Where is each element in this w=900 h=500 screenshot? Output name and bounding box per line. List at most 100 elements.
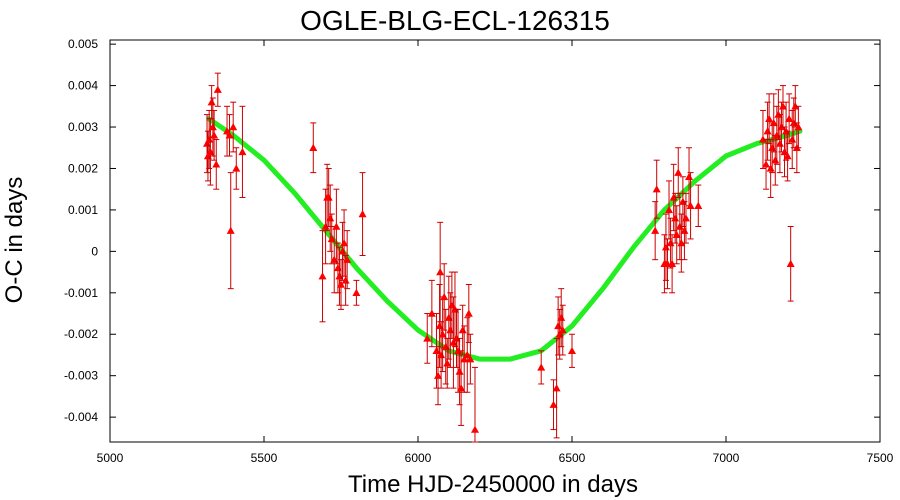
- triangle-marker: [436, 268, 445, 276]
- data-point: [674, 147, 683, 198]
- triangle-marker: [694, 201, 703, 209]
- data-point: [672, 205, 681, 265]
- data-point: [352, 279, 361, 306]
- data-point: [549, 379, 558, 431]
- y-tick-label: 0.001: [68, 203, 98, 217]
- x-tick-label: 7000: [713, 451, 740, 465]
- triangle-marker: [213, 85, 222, 93]
- triangle-marker: [558, 326, 567, 334]
- triangle-marker: [309, 143, 318, 151]
- x-axis: 5000 5500 6000 6500 7000 7500: [97, 40, 894, 465]
- triangle-marker: [238, 147, 247, 156]
- y-axis: 0.005 0.004 0.003 0.002 0.001 0 -0.001 -0.002 -0…: [64, 37, 880, 424]
- triangle-marker: [340, 239, 349, 247]
- triangle-marker: [778, 102, 787, 110]
- y-tick-label: 0: [91, 244, 98, 258]
- data-point: [212, 138, 221, 190]
- data-point: [208, 97, 217, 157]
- data-point: [686, 172, 695, 240]
- triangle-marker: [443, 359, 452, 367]
- data-point: [203, 114, 212, 174]
- y-tick-label: -0.002: [64, 327, 98, 341]
- triangle-marker: [765, 114, 774, 122]
- plot-frame: [109, 39, 881, 443]
- data-point: [229, 101, 238, 153]
- chart-title: OGLE-BLG-ECL-126315: [300, 5, 610, 36]
- triangle-marker: [674, 168, 683, 176]
- triangle-marker: [455, 367, 464, 375]
- triangle-marker: [783, 152, 792, 160]
- triangle-marker: [568, 346, 576, 355]
- triangle-marker: [794, 123, 803, 131]
- triangle-marker: [470, 425, 479, 433]
- triangle-marker: [791, 102, 800, 110]
- triangle-marker: [212, 160, 221, 168]
- triangle-marker: [785, 114, 794, 122]
- triangle-marker: [786, 259, 795, 267]
- triangle-marker: [226, 226, 235, 234]
- y-tick-label: 0.003: [68, 120, 98, 134]
- triangle-marker: [685, 172, 694, 180]
- data-point: [207, 85, 216, 120]
- triangle-marker: [677, 239, 686, 247]
- data-point: [470, 366, 479, 443]
- triangle-marker: [438, 330, 447, 338]
- data-point: [309, 122, 318, 174]
- y-tick-label: -0.001: [64, 286, 98, 300]
- triangle-marker: [552, 384, 561, 392]
- triangle-marker: [225, 131, 234, 139]
- data-point: [226, 172, 235, 290]
- triangle-marker: [207, 98, 216, 106]
- triangle-marker: [337, 280, 345, 288]
- data-point: [558, 304, 567, 356]
- triangle-marker: [343, 255, 352, 263]
- data-point: [318, 230, 327, 323]
- data-point: [332, 188, 341, 265]
- data-point: [457, 350, 466, 426]
- data-point: [225, 114, 234, 157]
- y-tick-label: 0.005: [68, 37, 98, 51]
- data-point: [794, 105, 803, 149]
- triangle-marker: [651, 226, 660, 234]
- triangle-marker: [423, 334, 432, 342]
- data-point: [238, 105, 247, 198]
- data-point: [466, 333, 475, 385]
- data-point: [568, 333, 576, 368]
- data-points-layer: [203, 72, 803, 443]
- triangle-marker: [210, 131, 219, 139]
- triangle-marker: [549, 400, 558, 408]
- triangle-marker: [681, 214, 690, 222]
- fit-curve: [206, 116, 803, 362]
- triangle-marker: [758, 135, 767, 143]
- data-point: [440, 263, 449, 331]
- triangle-marker: [208, 123, 217, 131]
- triangle-marker: [763, 127, 772, 135]
- triangle-marker: [358, 210, 367, 218]
- triangle-marker: [665, 205, 674, 214]
- x-tick-label: 5500: [251, 451, 278, 465]
- x-tick-label: 7500: [867, 451, 894, 465]
- data-point: [460, 325, 469, 393]
- y-tick-label: -0.004: [64, 410, 98, 424]
- triangle-marker: [427, 309, 436, 317]
- triangle-marker: [440, 292, 449, 301]
- y-tick-label: 0.002: [68, 161, 98, 175]
- triangle-marker: [332, 222, 341, 230]
- data-point: [652, 159, 661, 219]
- triangle-marker: [229, 123, 238, 131]
- data-point: [232, 147, 241, 190]
- triangle-marker: [434, 371, 443, 379]
- triangle-marker: [460, 355, 469, 363]
- data-point: [783, 130, 792, 182]
- triangle-marker: [318, 272, 327, 280]
- data-point: [651, 201, 660, 261]
- triangle-marker: [463, 350, 472, 359]
- data-point: [423, 313, 432, 364]
- data-point: [785, 93, 794, 145]
- triangle-marker: [232, 164, 241, 172]
- x-axis-title: Time HJD-2450000 in days: [348, 471, 638, 498]
- y-tick-label: -0.003: [64, 369, 98, 383]
- data-point: [343, 230, 352, 290]
- y-tick-label: 0.004: [68, 79, 98, 93]
